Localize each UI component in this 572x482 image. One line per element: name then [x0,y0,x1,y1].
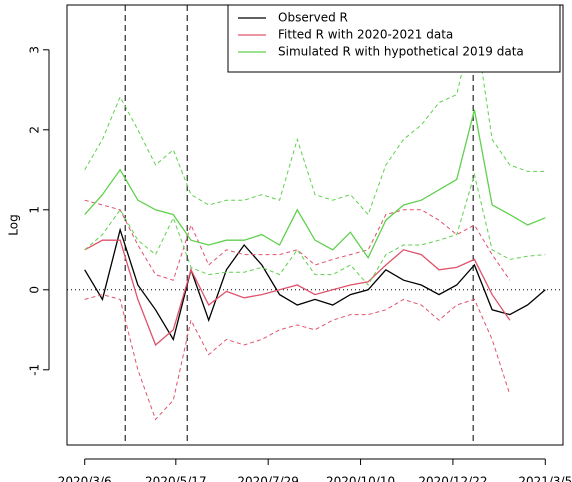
y-axis-label: Log [7,214,21,235]
legend-label: Fitted R with 2020-2021 data [278,28,453,42]
x-tick-label: 2020/12/22 [418,475,487,482]
y-tick-label: -1 [28,364,42,376]
series-line [84,239,511,347]
legend-box [227,4,561,73]
y-tick-label: 1 [28,206,42,214]
band-line [84,294,511,421]
series-line [84,227,546,342]
x-tick-label: 2021/3/5 [518,475,572,482]
band-line [84,172,546,286]
x-tick-label: 2020/5/17 [145,475,207,482]
x-tick-label: 2020/7/29 [237,475,299,482]
x-tick-label: 2020/10/10 [326,475,395,482]
x-tick-label: 2020/3/6 [58,475,112,482]
series-line [84,109,546,260]
y-tick-label: 0 [28,286,42,294]
legend-label: Simulated R with hypothetical 2019 data [278,45,524,59]
y-tick-label: 3 [28,46,42,54]
y-tick-label: 2 [28,126,42,134]
legend-label: Observed R [278,11,348,25]
